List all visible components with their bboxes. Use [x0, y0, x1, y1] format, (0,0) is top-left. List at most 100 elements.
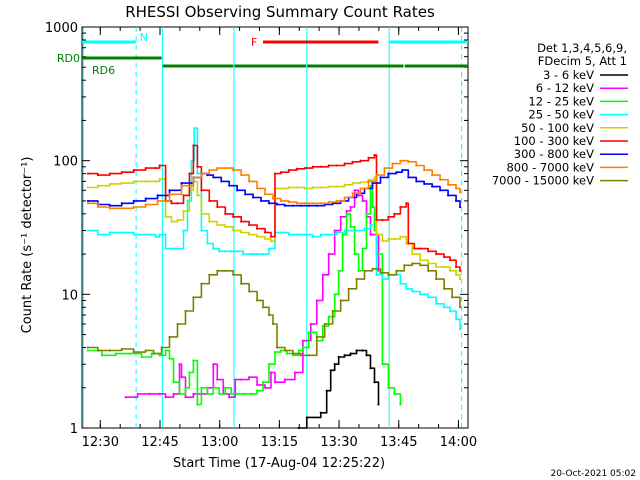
footer-timestamp: 20-Oct-2021 05:02	[551, 469, 636, 479]
series-point	[454, 265, 458, 269]
series-point	[419, 247, 422, 250]
series-point	[96, 173, 100, 177]
series-point	[186, 199, 189, 203]
y-axis-label: Count Rate (s⁻¹ detector⁻¹)	[20, 157, 35, 334]
series-point	[192, 359, 195, 362]
series-point	[375, 273, 378, 276]
state-label-rd0: RD0	[57, 52, 80, 65]
state-label-n: N	[140, 31, 148, 44]
series-point	[387, 215, 390, 218]
series-point	[359, 159, 362, 162]
series-point	[261, 306, 265, 309]
series-point	[333, 363, 336, 366]
series-point	[267, 363, 271, 366]
plot-frame	[81, 26, 469, 429]
series-point	[299, 204, 302, 207]
series-point	[154, 166, 157, 170]
series-point	[200, 282, 203, 285]
series-point	[212, 363, 215, 366]
series-point	[343, 229, 346, 232]
series-point	[108, 207, 111, 210]
y-tick-label: 10	[61, 288, 78, 303]
series-point	[321, 273, 324, 276]
series-point	[96, 205, 100, 209]
series-point	[190, 159, 193, 162]
series-point	[321, 324, 324, 328]
series-point	[349, 205, 352, 209]
series-point	[206, 392, 209, 395]
series-point	[220, 180, 223, 183]
series-point	[200, 229, 203, 232]
series-point	[295, 167, 298, 170]
series-point	[383, 166, 386, 170]
series-point	[357, 269, 360, 272]
series-point	[224, 212, 227, 215]
series-point	[170, 220, 173, 223]
series-point	[431, 185, 434, 188]
series-point	[216, 166, 219, 170]
legend-label: 50 - 100 keV	[521, 121, 594, 135]
series-point	[158, 164, 161, 167]
series-point	[148, 392, 151, 395]
series-point	[361, 247, 364, 250]
x-tick-label: 12:30	[82, 435, 119, 450]
series-point	[168, 193, 171, 196]
series-point	[193, 127, 196, 130]
legend-label: 7000 - 15000 keV	[492, 174, 594, 188]
series-point	[351, 192, 354, 195]
series-point	[329, 369, 332, 372]
series-point	[248, 223, 251, 227]
series-point	[343, 162, 346, 165]
series-point	[158, 392, 161, 395]
series-point	[184, 386, 187, 389]
series-point	[427, 250, 430, 253]
series-point	[86, 186, 90, 189]
series-point	[176, 202, 179, 205]
series-point	[357, 194, 360, 197]
series-point	[188, 172, 191, 175]
series-point	[180, 376, 183, 379]
series-point	[180, 181, 183, 185]
plot-area: 1 10 100 1000 12:30 12:45 13:00 13:15 13:30 13:45…	[45, 21, 477, 450]
series-point	[224, 386, 227, 389]
series-point	[351, 181, 354, 185]
series-point	[96, 349, 100, 352]
legend-label: 25 - 50 keV	[528, 108, 594, 122]
y-tick-label: 1000	[45, 21, 78, 36]
series-point	[375, 218, 378, 222]
series-point	[132, 199, 135, 203]
series-point	[353, 189, 356, 192]
series-point	[178, 363, 181, 366]
series-point	[96, 233, 100, 236]
series-point	[423, 182, 426, 186]
series-point	[160, 346, 163, 349]
series-point	[443, 265, 446, 269]
series-point	[311, 186, 314, 189]
series-point	[96, 184, 100, 187]
series-point	[448, 269, 452, 272]
series-point	[403, 264, 406, 267]
series-point	[373, 381, 376, 384]
series-point	[287, 186, 291, 189]
series-point	[448, 309, 452, 313]
series-point	[319, 186, 322, 189]
series-point	[371, 205, 374, 209]
series-point	[411, 252, 414, 256]
series-point	[108, 349, 111, 352]
series-point	[144, 197, 147, 200]
series-point	[279, 199, 283, 203]
series-point	[443, 255, 446, 259]
series-point	[269, 240, 273, 243]
legend-label: 12 - 25 keV	[528, 94, 594, 108]
series-point	[164, 396, 167, 399]
series-point	[144, 166, 147, 170]
series-point	[454, 187, 458, 190]
series-point	[297, 426, 300, 430]
series-point	[369, 233, 372, 236]
series-point	[367, 178, 370, 181]
series-point	[363, 269, 366, 272]
series-point	[349, 352, 352, 355]
series-point	[212, 176, 215, 179]
series-point	[448, 259, 452, 262]
series-point	[387, 273, 390, 276]
